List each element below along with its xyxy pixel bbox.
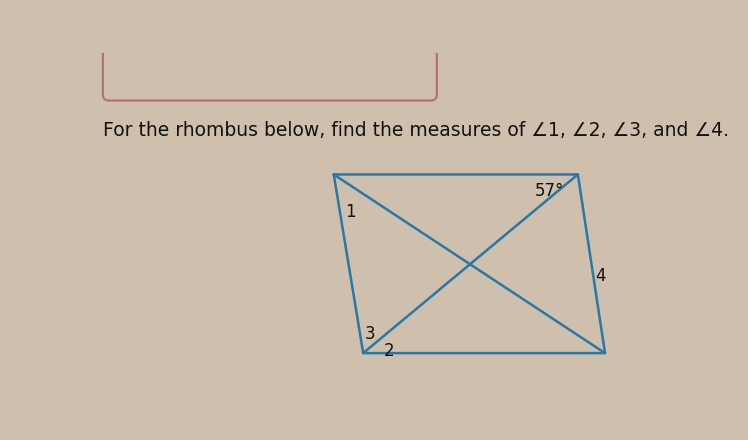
Text: 1: 1 — [346, 203, 356, 221]
Text: 4: 4 — [595, 267, 606, 285]
FancyBboxPatch shape — [102, 48, 437, 100]
Text: 57°: 57° — [536, 182, 565, 200]
Text: 3: 3 — [365, 325, 375, 343]
Text: For the rhombus below, find the measures of ∠1, ∠2, ∠3, and ∠4.: For the rhombus below, find the measures… — [102, 121, 729, 139]
Text: 2: 2 — [384, 341, 395, 359]
